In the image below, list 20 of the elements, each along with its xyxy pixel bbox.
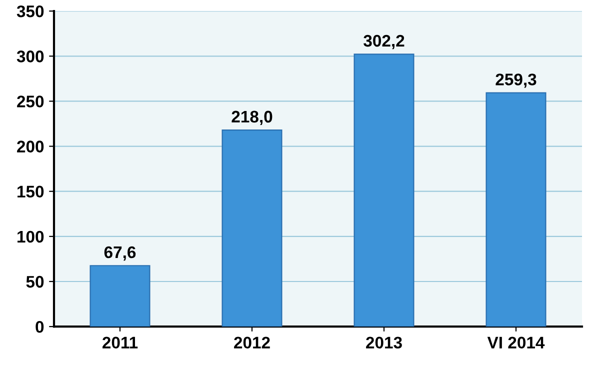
bar — [90, 265, 150, 327]
y-tick-label: 300 — [16, 50, 44, 62]
data-label: 67,6 — [104, 246, 136, 261]
y-tick-label: 350 — [16, 5, 44, 18]
bar — [486, 92, 546, 327]
x-tick-label: VI 2014 — [487, 336, 545, 349]
y-tick-label: 0 — [36, 320, 44, 333]
y-tick-label: 150 — [18, 186, 44, 198]
y-tick-label: 100 — [18, 230, 44, 243]
bar — [354, 54, 414, 327]
x-tick-label: 2011 — [102, 336, 138, 349]
x-tick-label: 2012 — [234, 336, 270, 349]
data-label: 302,2 — [364, 34, 404, 50]
x-tick-label: 2013 — [366, 336, 402, 349]
data-label: 218,0 — [232, 110, 272, 126]
y-tick-label: 250 — [17, 96, 44, 108]
y-tick-label: 200 — [17, 140, 44, 152]
data-label: 259,3 — [496, 74, 536, 88]
bar — [222, 130, 282, 327]
y-tick-label: 50 — [26, 276, 44, 288]
